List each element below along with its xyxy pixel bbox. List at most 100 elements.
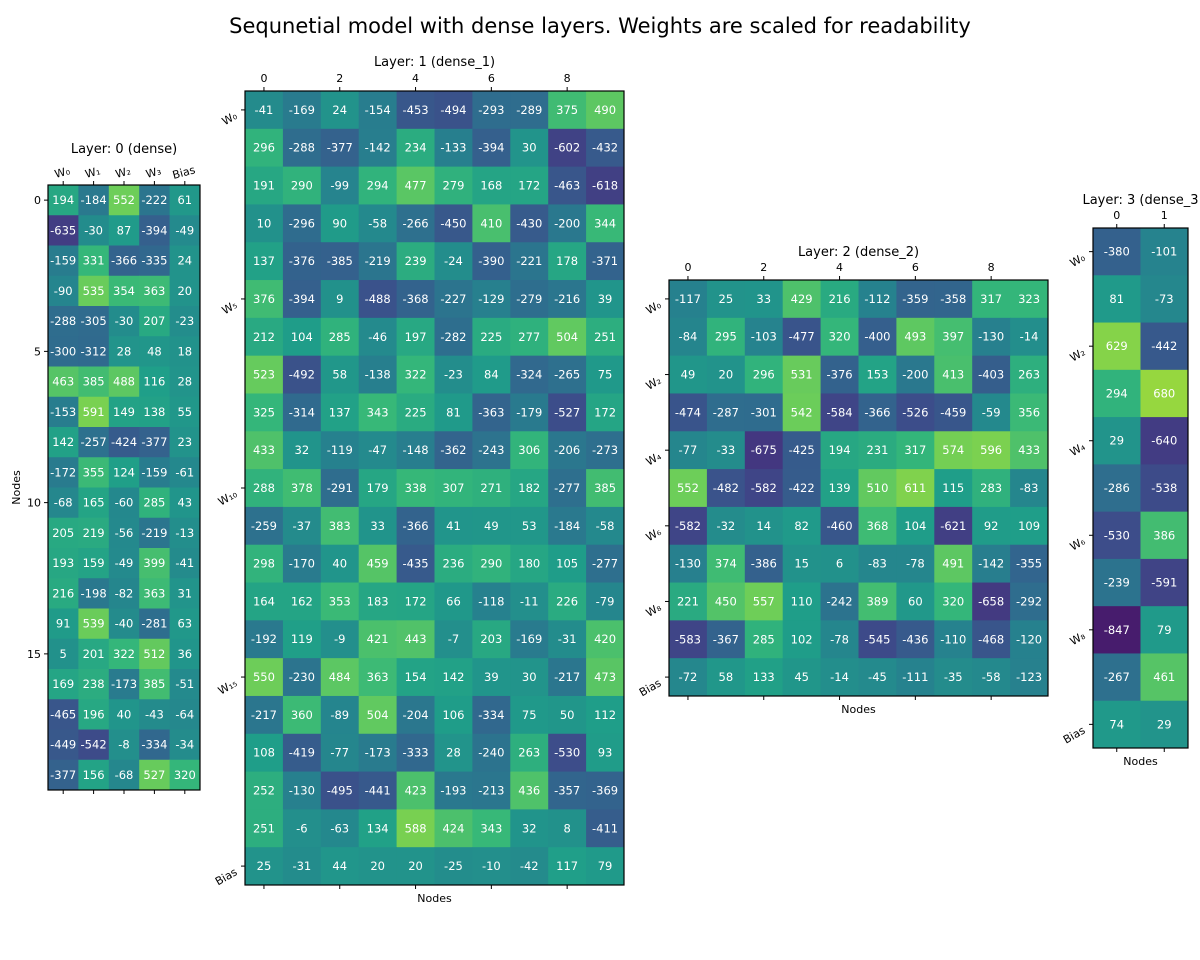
heatmap-cell (510, 469, 549, 508)
heatmap-cell (972, 431, 1011, 470)
heatmap-cell (396, 393, 435, 432)
layer-title: Layer: 3 (dense_3 (1082, 193, 1198, 208)
cell-value-label: -286 (1104, 481, 1130, 495)
cell-value-label: 106 (442, 708, 464, 722)
cell-value-label: 424 (442, 821, 464, 835)
cell-value-label: -279 (516, 292, 542, 306)
heatmap-cell (282, 620, 322, 659)
heatmap-cell (139, 608, 171, 640)
cell-value-label: -58 (982, 670, 1001, 684)
cell-value-label: -459 (940, 405, 966, 419)
heatmap-cell (282, 91, 322, 130)
heatmap-cell (245, 809, 284, 848)
cell-value-label: 58 (719, 670, 734, 684)
cell-value-label: 6 (836, 557, 843, 571)
cell-value-label: 164 (253, 594, 275, 608)
heatmap-cell (669, 544, 708, 584)
cell-value-label: 20 (177, 284, 192, 298)
heatmap-cell (108, 215, 140, 246)
cell-value-label: 182 (518, 481, 540, 495)
cell-value-label: -424 (111, 435, 137, 449)
heatmap-cell (586, 128, 625, 168)
cell-value-label: -64 (175, 707, 194, 721)
heatmap-cell (358, 128, 398, 168)
cell-value-label: 363 (367, 670, 389, 684)
x-tick-label: 8 (564, 72, 571, 85)
cell-value-label: 183 (367, 594, 389, 608)
heatmap-cell (706, 658, 746, 697)
heatmap-cell (48, 517, 79, 549)
x-tick-label: 4 (412, 72, 419, 85)
heatmap-cell (1093, 464, 1141, 513)
heatmap-cell (434, 91, 473, 130)
cell-value-label: 397 (942, 330, 964, 344)
heatmap-cell (972, 280, 1011, 319)
cell-value-label: 179 (367, 481, 389, 495)
cell-value-label: -41 (255, 103, 274, 117)
heatmap-cell (358, 393, 398, 432)
heatmap-cell (434, 204, 473, 243)
heatmap-cell (78, 215, 110, 246)
heatmap-cell (108, 578, 140, 609)
heatmap-cell (1010, 582, 1049, 621)
cell-value-label: 75 (522, 708, 537, 722)
x-tick-label: 4 (836, 261, 843, 274)
heatmap-cell (472, 317, 511, 357)
heatmap-cell (706, 355, 746, 394)
heatmap-cell (245, 280, 284, 319)
cell-value-label: -78 (830, 632, 849, 646)
cell-value-label: 542 (791, 405, 813, 419)
heatmap-cell (472, 128, 511, 168)
cell-value-label: -281 (141, 617, 167, 631)
cell-value-label: -376 (826, 368, 852, 382)
cell-value-label: 40 (332, 557, 347, 571)
cell-value-label: 493 (904, 330, 926, 344)
cell-value-label: -314 (289, 405, 315, 419)
cell-value-label: 491 (942, 557, 964, 571)
cell-value-label: 550 (253, 670, 275, 684)
heatmap-cell (669, 393, 708, 432)
heatmap-cell (282, 355, 322, 394)
cell-value-label: -84 (679, 330, 698, 344)
heatmap-cell (139, 638, 171, 670)
heatmap-cell (548, 771, 587, 810)
cell-value-label: -422 (789, 481, 815, 495)
cell-value-label: 63 (177, 617, 192, 631)
y-tick-label: W₂ (1068, 346, 1088, 365)
heatmap-cell (896, 355, 935, 394)
heatmap-cell (320, 582, 360, 621)
cell-value-label: 92 (984, 519, 999, 533)
heatmap-cell (896, 431, 935, 470)
cell-value-label: -204 (402, 708, 428, 722)
heatmap-cell (1010, 469, 1049, 508)
heatmap-cell (472, 166, 511, 205)
cell-value-label: -169 (516, 632, 542, 646)
heatmap-cell (1140, 228, 1189, 276)
heatmap-layer-0: 194 -184 552 -222 61-635 -30 87 -394 -49-159 331-… (10, 142, 201, 794)
cell-value-label: 82 (794, 519, 809, 533)
cell-value-label: -206 (554, 443, 580, 457)
heatmap-cell (934, 393, 973, 432)
cell-value-label: -31 (292, 859, 311, 873)
heatmap-cell (972, 317, 1011, 357)
cell-value-label: 251 (594, 330, 616, 344)
heatmap-cell (1140, 653, 1189, 702)
cell-value-label: -99 (330, 179, 349, 193)
cell-value-label: -277 (592, 557, 618, 571)
heatmap-cell (934, 620, 973, 659)
cell-value-label: 433 (1018, 443, 1040, 457)
heatmap-cell (282, 658, 322, 697)
cell-value-label: 504 (367, 708, 389, 722)
heatmap-cell (434, 431, 473, 470)
heatmap-cell (586, 431, 625, 470)
heatmap-cell (820, 431, 859, 470)
heatmap-cell (782, 355, 822, 394)
heatmap-cell (78, 729, 110, 761)
layer-title: Layer: 2 (dense_2) (798, 245, 919, 260)
heatmap-cell (320, 658, 360, 697)
cell-value-label: -78 (906, 557, 925, 571)
heatmap-cell (510, 166, 549, 205)
cell-value-label: 201 (83, 647, 105, 661)
cell-value-label: -133 (440, 141, 466, 155)
cell-value-label: -142 (978, 557, 1004, 571)
